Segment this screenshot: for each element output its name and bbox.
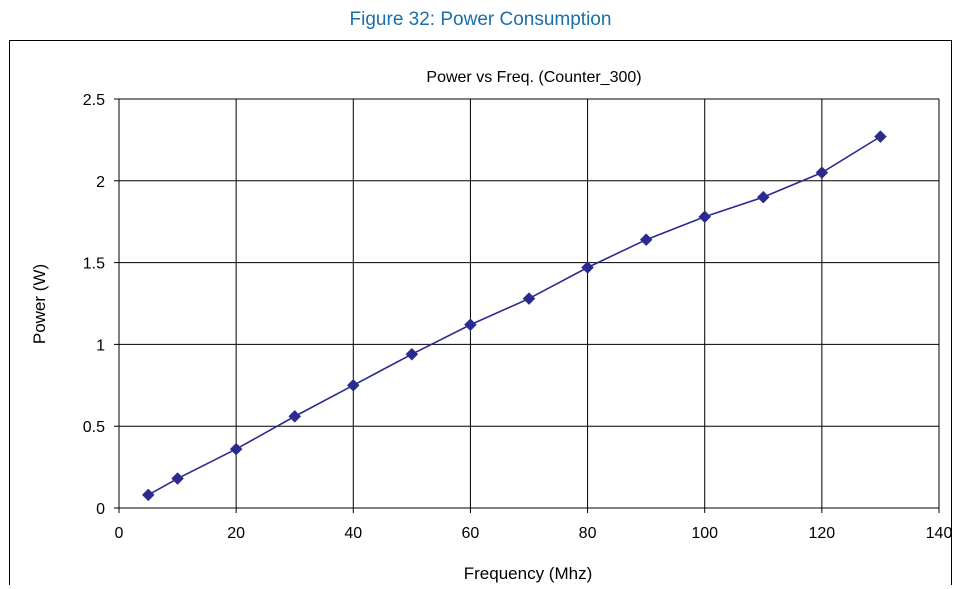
series-line [147,135,881,496]
data-point-marker [756,190,770,204]
y-tick-label: 1.5 [83,256,105,273]
data-point-marker [639,233,653,247]
y-axis-label: Power (W) [30,264,49,344]
x-axis-label: Frequency (Mhz) [464,564,592,583]
x-tick-label: 80 [579,525,597,542]
data-point-marker [346,378,360,392]
x-tick-label: 20 [227,525,245,542]
axes [114,98,940,513]
data-point-marker [815,166,829,179]
x-tick-label: 100 [691,525,718,542]
y-tick-label: 2.5 [83,92,105,109]
series-power [141,130,887,502]
data-point-marker [171,472,184,485]
data-point-marker [874,130,887,143]
x-tick-label: 60 [462,525,480,542]
x-tick-label: 140 [926,525,953,542]
chart-title: Power vs Freq. (Counter_300) [426,69,641,86]
y-tick-label: 0 [96,501,105,518]
data-point-marker [698,210,712,224]
data-point-marker [141,488,155,502]
data-point-marker [581,261,594,274]
data-point-marker [405,347,419,361]
data-point-marker [464,318,477,332]
x-tick-labels: 0 20 40 60 80 100 120 140 [115,525,953,542]
data-point-marker [288,410,302,423]
figure-caption: Figure 32: Power Consumption [349,9,612,30]
y-tick-labels: 0 0.5 1 1.5 2 2.5 [83,92,105,518]
x-tick-label: 40 [344,525,362,542]
chart-frame [9,40,952,585]
data-point-marker [229,442,243,456]
data-point-marker [522,292,536,305]
x-tick-label: 120 [809,525,836,542]
y-tick-label: 1 [96,337,105,354]
x-tick-label: 0 [115,525,124,542]
y-tick-label: 0.5 [83,419,105,436]
y-tick-label: 2 [96,174,105,191]
